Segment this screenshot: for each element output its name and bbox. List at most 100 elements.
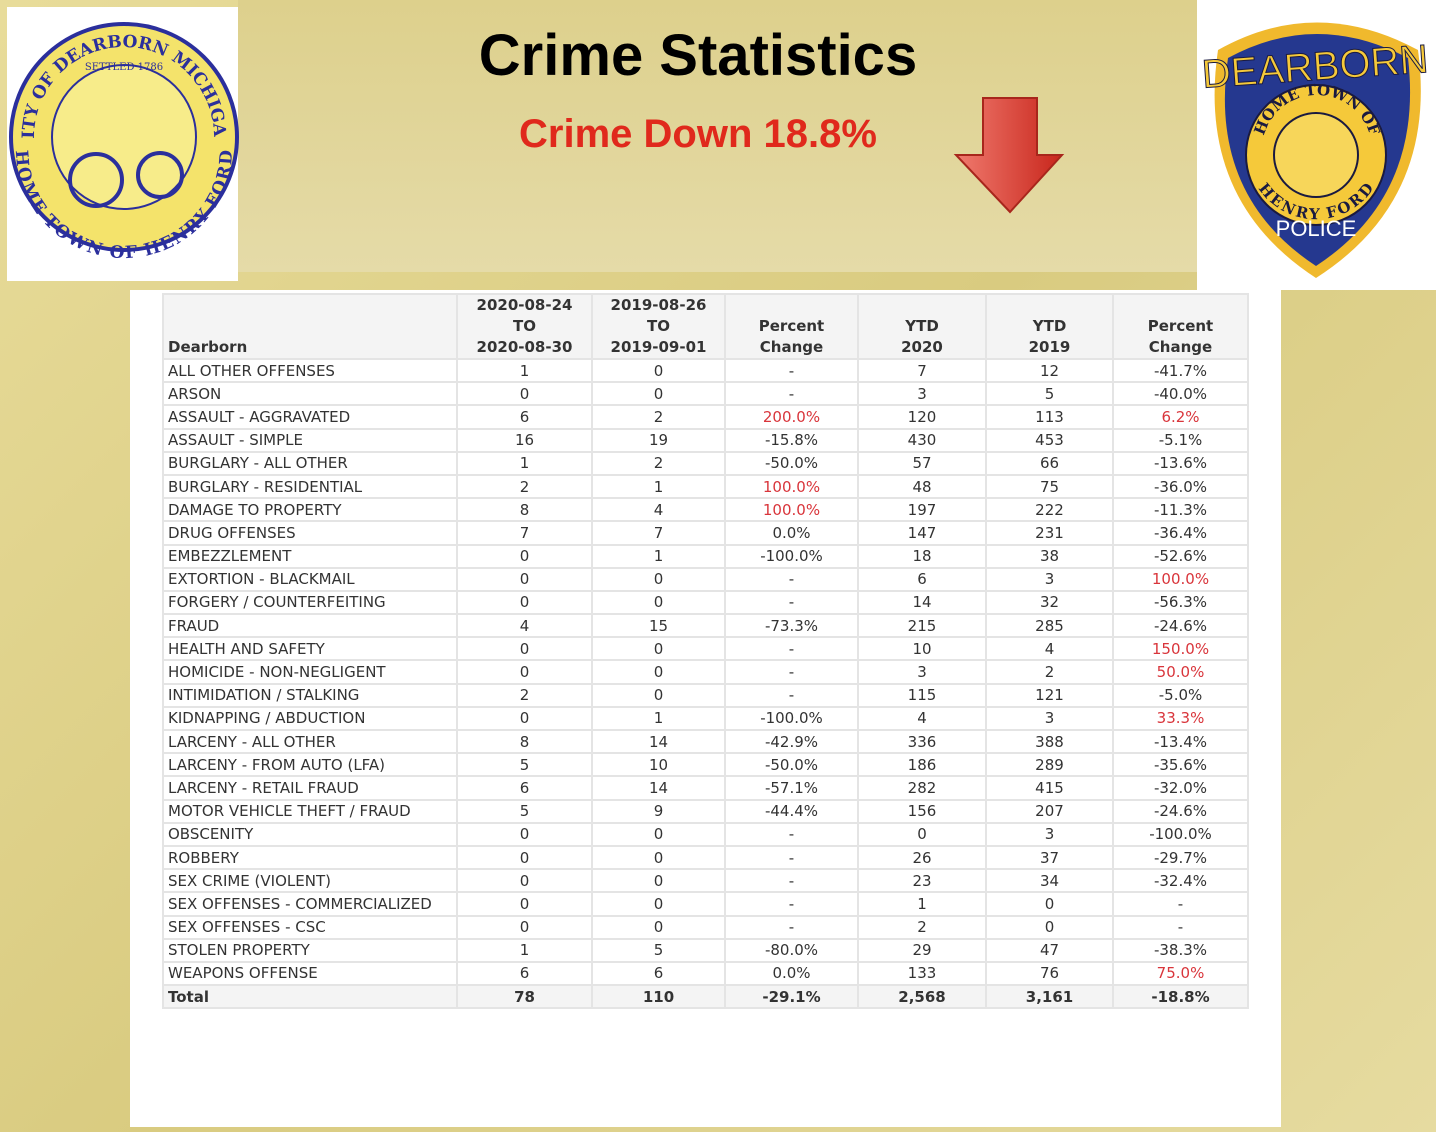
cell: 14 bbox=[591, 728, 726, 755]
cell: 0 bbox=[591, 357, 726, 384]
cell: -36.0% bbox=[1112, 473, 1249, 500]
cell: 100.0% bbox=[724, 497, 859, 523]
cell: 222 bbox=[985, 497, 1114, 523]
cell: 0 bbox=[857, 821, 987, 847]
cell: 2 bbox=[591, 404, 726, 430]
cell: 57 bbox=[857, 450, 987, 476]
cell: -44.4% bbox=[724, 798, 859, 824]
row: HEALTH AND SAFETY 0 0-10 4 150.0% bbox=[162, 636, 1249, 662]
cell: 7 bbox=[857, 357, 987, 384]
cell: 48 bbox=[857, 473, 987, 500]
cell: 6 bbox=[456, 960, 593, 987]
cell: -5.0% bbox=[1112, 682, 1249, 708]
header-line: 2019-08-26 bbox=[610, 296, 707, 314]
cell: - bbox=[724, 589, 859, 616]
logos: CITY OF DEARBORN MICHIGAN HOME TOWN OF H… bbox=[0, 0, 1436, 290]
badge-seal-inner bbox=[1273, 112, 1359, 198]
cell: 10 bbox=[591, 752, 726, 778]
cell: -32.0% bbox=[1112, 775, 1249, 801]
cell: 32 bbox=[985, 589, 1114, 616]
cell: 5 bbox=[456, 798, 593, 824]
cell: -57.1% bbox=[724, 775, 859, 801]
cell: 388 bbox=[985, 728, 1114, 755]
cell: 2 bbox=[591, 450, 726, 476]
total-row: Total 78 110 -29.1% 2,568 3,161 -18.8% bbox=[162, 984, 1249, 1010]
row: KIDNAPPING / ABDUCTION 0 1 -100.0% 4 3 33.3% bbox=[162, 705, 1249, 732]
cell: 33.3% bbox=[1112, 705, 1249, 732]
cell: -15.8% bbox=[724, 427, 859, 453]
cell: 2 bbox=[456, 682, 593, 708]
cell: 0 bbox=[456, 821, 593, 847]
seal-inner bbox=[51, 64, 197, 210]
cell: -24.6% bbox=[1112, 613, 1249, 639]
cell: 18 bbox=[857, 543, 987, 569]
cell: 0 bbox=[591, 914, 726, 940]
cell: -100.0% bbox=[724, 705, 859, 732]
header-line: 2019-09-01 bbox=[610, 338, 707, 356]
cell: 0 bbox=[456, 636, 593, 662]
cell: 75 bbox=[985, 473, 1114, 500]
row: BURGLARY - ALL OTHER 1 2 -50.0% 57 66 -13.6% bbox=[162, 450, 1249, 476]
cell: 282 bbox=[857, 775, 987, 801]
cell: 3 bbox=[985, 705, 1114, 732]
badge-bottom: POLICE bbox=[1276, 216, 1357, 241]
cell: 14 bbox=[857, 589, 987, 616]
row: LARCENY - FROM AUTO (LFA) 5 10 -50.0% 186 289… bbox=[162, 752, 1249, 778]
cell: 215 bbox=[857, 613, 987, 639]
cell: 2 bbox=[857, 914, 987, 940]
cell: 0 bbox=[591, 589, 726, 616]
cell: 8 bbox=[456, 728, 593, 755]
column-header: Percent Change bbox=[724, 293, 859, 360]
cell: -40.0% bbox=[1112, 381, 1249, 407]
row: OBSCENITY 0 0-0 3 -100.0% bbox=[162, 821, 1249, 847]
row: FRAUD 4 15 -73.3% 215 285 -24.6% bbox=[162, 613, 1249, 639]
header-line: Change bbox=[759, 338, 824, 356]
crime-table: Dearborn 2020-08-24 TO 2020-08-30 2019-08-26… bbox=[162, 293, 1249, 1010]
row: WEAPONS OFFENSE 6 6 0.0% 133 76 75.0% bbox=[162, 960, 1249, 987]
seal-settled: SETTLED 1786 bbox=[85, 62, 163, 73]
header-line: YTD bbox=[1032, 317, 1067, 335]
header-line: Dearborn bbox=[168, 338, 248, 356]
cell: ALL OTHER OFFENSES bbox=[162, 357, 458, 384]
cell: 0 bbox=[591, 636, 726, 662]
header-line: 2019 bbox=[1028, 338, 1071, 356]
cell: 3,161 bbox=[985, 984, 1114, 1010]
cell: 231 bbox=[985, 520, 1114, 546]
cell: 12 bbox=[985, 357, 1114, 384]
cell: ASSAULT - SIMPLE bbox=[162, 427, 458, 453]
cell: EXTORTION - BLACKMAIL bbox=[162, 566, 458, 592]
cell: BURGLARY - RESIDENTIAL bbox=[162, 473, 458, 500]
cell: - bbox=[724, 891, 859, 917]
cell: 150.0% bbox=[1112, 636, 1249, 662]
row: BURGLARY - RESIDENTIAL 2 1 100.0% 48 75 -36.0% bbox=[162, 473, 1249, 500]
cell: 15 bbox=[591, 613, 726, 639]
cell: BURGLARY - ALL OTHER bbox=[162, 450, 458, 476]
column-header: 2019-08-26 TO 2019-09-01 bbox=[591, 293, 726, 360]
cell: ROBBERY bbox=[162, 844, 458, 871]
column-header: Dearborn bbox=[162, 293, 458, 360]
cell: 186 bbox=[857, 752, 987, 778]
row: SEX OFFENSES - COMMERCIALIZED 0 0-1 0- bbox=[162, 891, 1249, 917]
header-line: Percent bbox=[758, 317, 825, 335]
cell: - bbox=[724, 659, 859, 685]
cell: 23 bbox=[857, 868, 987, 894]
cell: -52.6% bbox=[1112, 543, 1249, 569]
row: SEX OFFENSES - CSC 0 0-2 0- bbox=[162, 914, 1249, 940]
header-line: 2020-08-30 bbox=[476, 338, 573, 356]
cell: - bbox=[1112, 891, 1249, 917]
cell: 37 bbox=[985, 844, 1114, 871]
cell: SEX CRIME (VIOLENT) bbox=[162, 868, 458, 894]
cell: 200.0% bbox=[724, 404, 859, 430]
cell: ASSAULT - AGGRAVATED bbox=[162, 404, 458, 430]
cell: 0 bbox=[456, 381, 593, 407]
header-line: Change bbox=[1148, 338, 1213, 356]
cell: 0.0% bbox=[724, 520, 859, 546]
cell: 0 bbox=[591, 682, 726, 708]
header-row: Dearborn 2020-08-24 TO 2020-08-30 2019-08-26… bbox=[162, 293, 1249, 360]
cell: 1 bbox=[456, 450, 593, 476]
cell: 6 bbox=[857, 566, 987, 592]
cell: OBSCENITY bbox=[162, 821, 458, 847]
cell: 1 bbox=[456, 937, 593, 963]
cell: 0 bbox=[456, 589, 593, 616]
cell: -50.0% bbox=[724, 752, 859, 778]
